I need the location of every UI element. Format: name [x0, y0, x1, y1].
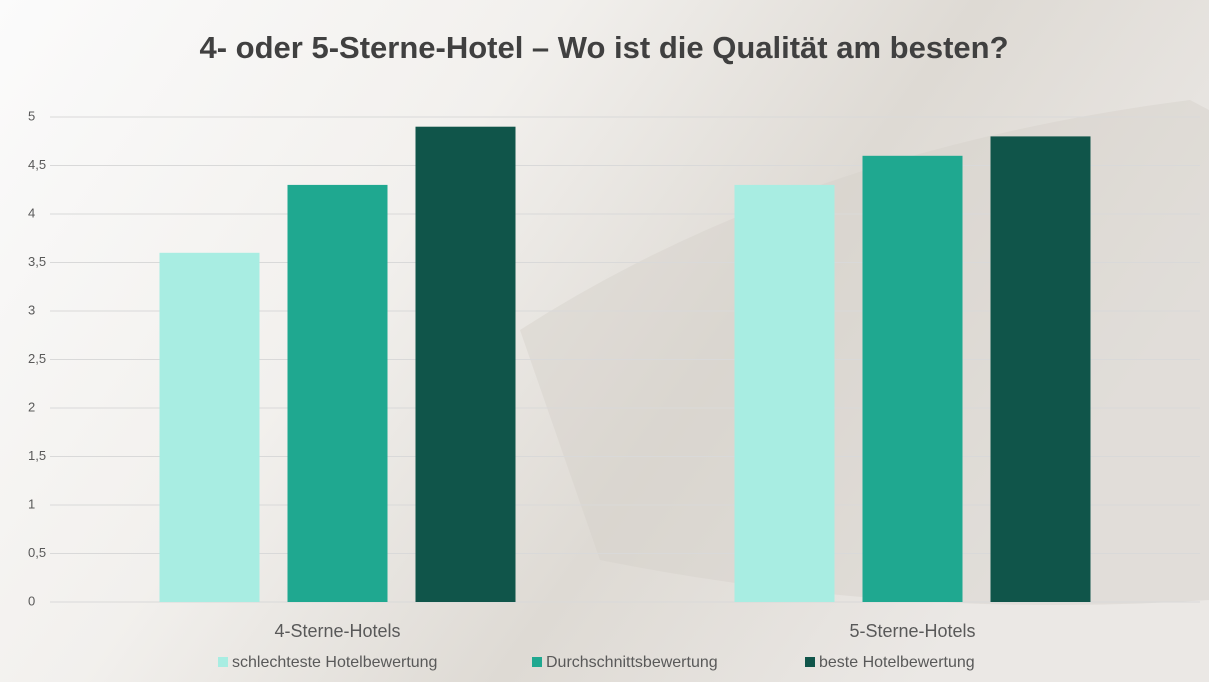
- legend-swatch: [532, 657, 542, 667]
- x-tick-label: 4-Sterne-Hotels: [274, 621, 400, 641]
- bar: [288, 185, 388, 602]
- bar: [160, 253, 260, 602]
- bar: [863, 156, 963, 602]
- y-tick-label: 4,5: [28, 157, 46, 172]
- x-tick-label: 5-Sterne-Hotels: [849, 621, 975, 641]
- y-tick-label: 2: [28, 399, 35, 414]
- y-tick-label: 0,5: [28, 545, 46, 560]
- y-tick-label: 5: [28, 108, 35, 123]
- bar: [991, 136, 1091, 602]
- y-tick-label: 1: [28, 496, 35, 511]
- legend-label: Durchschnittsbewertung: [546, 654, 718, 671]
- legend-swatch: [218, 657, 228, 667]
- y-tick-label: 2,5: [28, 351, 46, 366]
- y-tick-label: 0: [28, 593, 35, 608]
- legend-label: beste Hotelbewertung: [819, 654, 975, 671]
- chart: 4- oder 5-Sterne-Hotel – Wo ist die Qual…: [0, 0, 1209, 682]
- legend-swatch: [805, 657, 815, 667]
- y-tick-label: 3,5: [28, 254, 46, 269]
- y-tick-label: 4: [28, 205, 35, 220]
- chart-title: 4- oder 5-Sterne-Hotel – Wo ist die Qual…: [199, 30, 1008, 65]
- y-tick-label: 1,5: [28, 448, 46, 463]
- legend-label: schlechteste Hotelbewertung: [232, 654, 437, 671]
- bar: [735, 185, 835, 602]
- y-tick-label: 3: [28, 302, 35, 317]
- bar: [416, 127, 516, 602]
